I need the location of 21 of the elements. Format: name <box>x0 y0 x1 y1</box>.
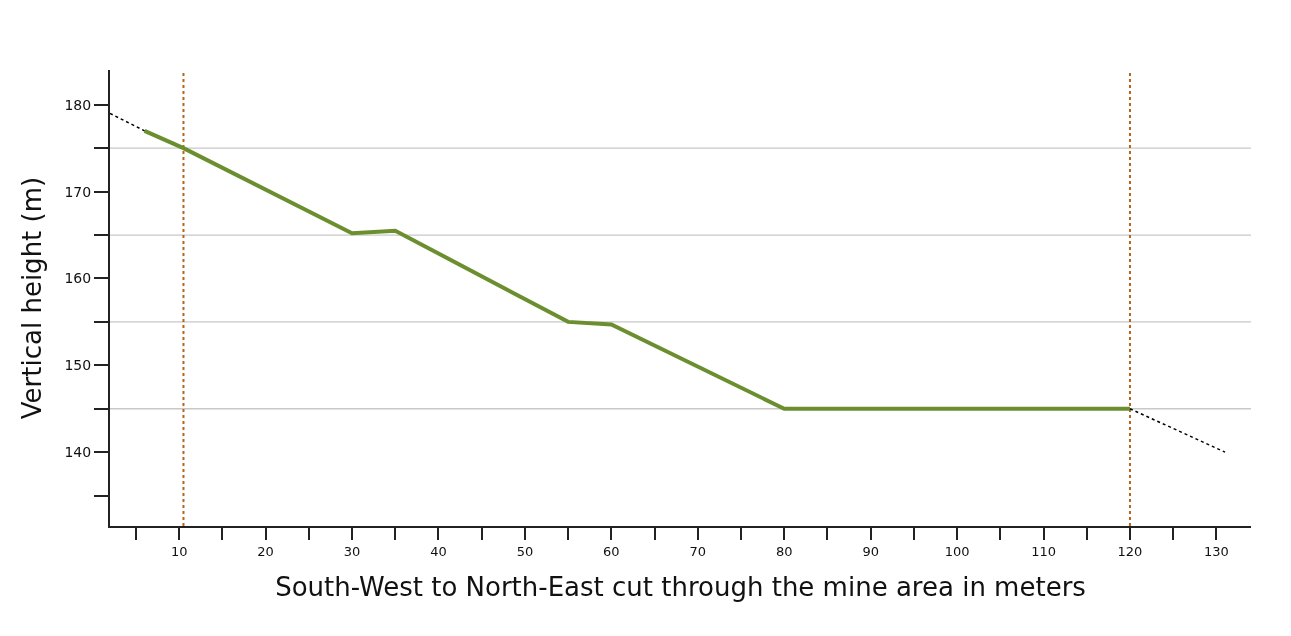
x-tick-label: 60 <box>603 543 620 559</box>
x-tick-label: 10 <box>170 543 188 559</box>
y-tick-label: 170 <box>64 183 92 200</box>
x-tick-label: 100 <box>944 543 970 559</box>
x-tick-label: 120 <box>1117 543 1143 559</box>
x-tick-label: 80 <box>775 543 793 559</box>
y-axis-title: Vertical height (m) <box>17 176 48 420</box>
y-tick-label: 140 <box>64 444 92 461</box>
x-tick-label: 30 <box>343 543 361 559</box>
x-tick-label: 40 <box>430 543 447 559</box>
x-tick-label: 70 <box>689 543 707 559</box>
line-series <box>142 128 1132 411</box>
y-tick-label: 150 <box>64 357 92 374</box>
x-tick-label: 130 <box>1204 543 1229 559</box>
y-tick-label: 180 <box>64 96 92 113</box>
x-axis-title: South-West to North-East cut through the mine area in meters <box>275 571 1086 602</box>
x-tick-label: 90 <box>862 543 879 559</box>
x-tick-label: 50 <box>516 543 534 559</box>
x-tick-label: 20 <box>257 543 274 559</box>
y-tick-label: 160 <box>64 270 92 287</box>
x-tick-label: 110 <box>1031 543 1056 559</box>
